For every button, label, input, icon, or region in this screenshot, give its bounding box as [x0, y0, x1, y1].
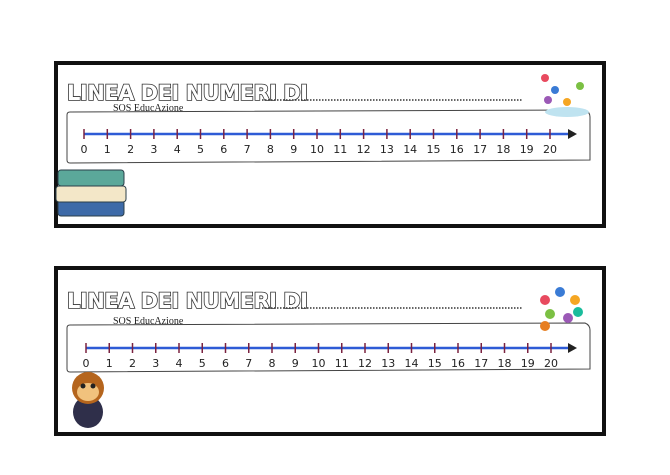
number-label: 14 [405, 357, 419, 370]
number-label: 0 [83, 357, 90, 370]
digit-dot [573, 307, 583, 317]
number-label: 11 [335, 357, 349, 370]
books-illustration [55, 169, 127, 217]
number-label: 17 [474, 357, 488, 370]
digit-dot [555, 287, 565, 297]
number-label: 11 [333, 143, 347, 156]
digit-dot [545, 309, 555, 319]
number-label: 2 [127, 143, 134, 156]
number-label: 20 [544, 357, 558, 370]
digit-dot [540, 321, 550, 331]
digit-dot [551, 86, 559, 94]
monkey-illustration [72, 372, 104, 428]
book [57, 169, 125, 187]
number-label: 7 [244, 143, 251, 156]
card-border [54, 266, 606, 436]
number-label: 13 [380, 143, 394, 156]
card-title: LINEA DEI NUMERI DI [67, 289, 308, 313]
number-label: 14 [403, 143, 417, 156]
numbers-illustration [540, 287, 583, 331]
number-label: 12 [358, 357, 372, 370]
number-label: 9 [292, 357, 299, 370]
number-label: 12 [357, 143, 371, 156]
number-label: 3 [152, 357, 159, 370]
book [55, 185, 127, 203]
number-label: 1 [106, 357, 113, 370]
number-label: 5 [197, 143, 204, 156]
number-label: 16 [451, 357, 465, 370]
monkey-face [77, 383, 99, 401]
arrow-head [568, 343, 577, 353]
open-book [545, 107, 589, 117]
monkey-eye [80, 383, 86, 389]
monkey-eye [90, 383, 96, 389]
number-label: 4 [176, 357, 183, 370]
number-label: 6 [220, 143, 227, 156]
number-label: 9 [290, 143, 297, 156]
number-label: 3 [150, 143, 157, 156]
number-label: 15 [428, 357, 442, 370]
number-label: 10 [312, 357, 326, 370]
number-label: 0 [81, 143, 88, 156]
brand: SOS EducAzione [113, 316, 184, 327]
digit-dot [576, 82, 584, 90]
number-label: 18 [496, 143, 510, 156]
number-label: 7 [245, 357, 252, 370]
number-label: 10 [310, 143, 324, 156]
digit-dot [541, 74, 549, 82]
number-label: 5 [199, 357, 206, 370]
card-border [54, 61, 606, 228]
line-box [66, 322, 591, 373]
number-label: 18 [498, 357, 512, 370]
number-label: 17 [473, 143, 487, 156]
number-label: 19 [520, 143, 534, 156]
brand: SOS EducAzione [113, 103, 184, 114]
number-label: 8 [267, 143, 274, 156]
number-label: 4 [174, 143, 181, 156]
numbers-illustration [541, 74, 589, 117]
number-label: 13 [381, 357, 395, 370]
digit-dot [570, 295, 580, 305]
digit-dot [563, 98, 571, 106]
number-label: 2 [129, 357, 136, 370]
digit-dot [544, 96, 552, 104]
number-label: 15 [427, 143, 441, 156]
digit-dot [563, 313, 573, 323]
number-label: 19 [521, 357, 535, 370]
monkey-body [73, 396, 103, 428]
card-title: LINEA DEI NUMERI DI [67, 81, 308, 105]
number-label: 20 [543, 143, 557, 156]
number-label: 16 [450, 143, 464, 156]
number-label: 6 [222, 357, 229, 370]
arrow-head [568, 129, 577, 139]
number-label: 1 [104, 143, 111, 156]
number-label: 8 [269, 357, 276, 370]
digit-dot [540, 295, 550, 305]
